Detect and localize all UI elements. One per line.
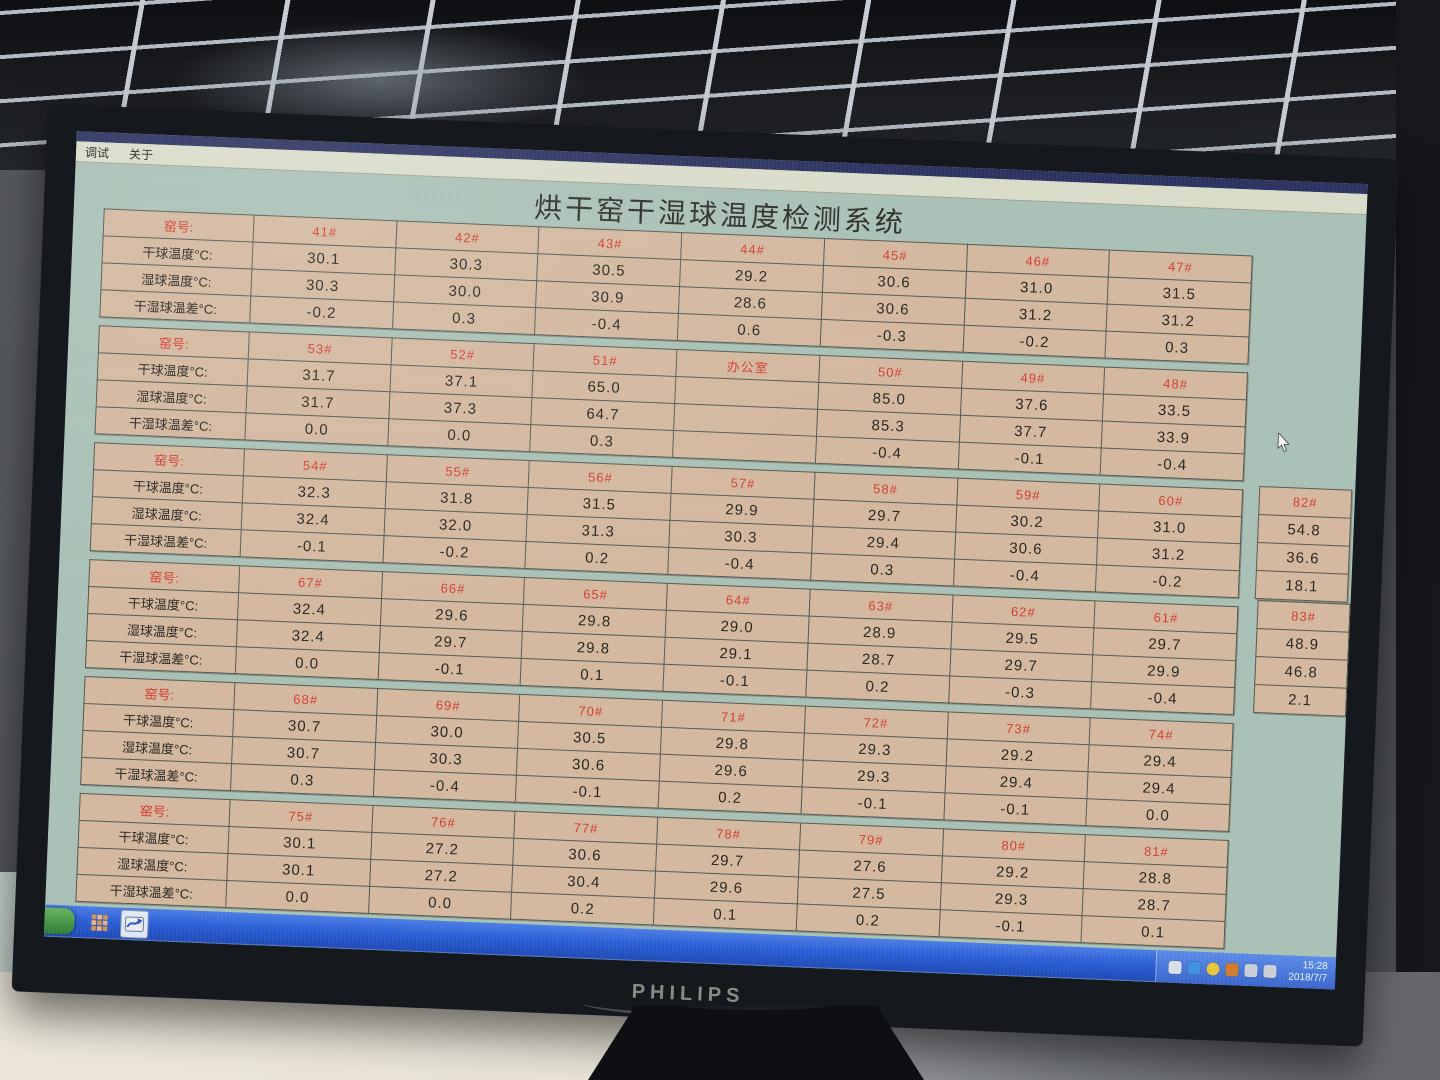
network-icon[interactable] bbox=[1168, 960, 1182, 974]
clock-date: 2018/7/7 bbox=[1288, 971, 1328, 985]
temp-value: 0.3 bbox=[392, 301, 536, 335]
temp-value: -0.3 bbox=[820, 319, 964, 353]
temp-value: 48.9 bbox=[1255, 628, 1349, 661]
temp-value: 0.1 bbox=[653, 898, 798, 931]
temp-value: 0.2 bbox=[658, 781, 802, 814]
temp-value: -0.4 bbox=[1090, 681, 1235, 715]
update-icon[interactable] bbox=[1206, 961, 1220, 976]
mouse-cursor-icon bbox=[1277, 432, 1290, 453]
temp-value: 0.0 bbox=[1086, 798, 1230, 832]
temp-value: -0.1 bbox=[663, 664, 807, 698]
temp-value: -0.1 bbox=[957, 442, 1102, 475]
taskbar-clock[interactable]: 15:28 2018/7/7 bbox=[1288, 960, 1328, 986]
temp-value: -0.2 bbox=[382, 535, 527, 569]
temp-value: 0.1 bbox=[1081, 915, 1225, 949]
system-tray: 15:28 2018/7/7 bbox=[1154, 950, 1337, 990]
menu-item-debug[interactable]: 调试 bbox=[84, 145, 110, 161]
temp-value: -0.4 bbox=[373, 769, 517, 803]
temp-value: 0.1 bbox=[520, 658, 665, 692]
temp-value: 0.0 bbox=[225, 880, 370, 914]
temp-value: -0.1 bbox=[515, 775, 660, 809]
grid-app-icon[interactable] bbox=[86, 909, 113, 936]
temp-value: 0.3 bbox=[810, 553, 955, 587]
antivirus-icon[interactable] bbox=[1187, 960, 1201, 975]
temp-value: -0.4 bbox=[1100, 447, 1245, 481]
temp-value: 0.2 bbox=[525, 541, 669, 575]
temp-value: -0.1 bbox=[377, 652, 522, 686]
temp-value: 0.0 bbox=[235, 646, 379, 680]
temp-value: 0.3 bbox=[1105, 331, 1249, 364]
volume-icon[interactable] bbox=[1244, 963, 1258, 977]
temp-value: -0.3 bbox=[948, 675, 1092, 709]
temp-value: -0.1 bbox=[800, 786, 945, 820]
temp-value: -0.4 bbox=[815, 436, 959, 470]
temp-value: -0.1 bbox=[240, 529, 384, 563]
temp-value: 0.3 bbox=[530, 424, 674, 458]
temp-row-label: 干湿球温差°C: bbox=[85, 640, 237, 674]
temp-row-label: 干湿球温差°C: bbox=[99, 289, 251, 323]
temp-value: 0.2 bbox=[796, 903, 940, 937]
kiln-number: 83# bbox=[1257, 600, 1351, 633]
temp-row-label: 干湿球温差°C: bbox=[80, 757, 232, 791]
temp-value: 36.6 bbox=[1256, 542, 1350, 575]
app-tray-icon[interactable] bbox=[1225, 962, 1239, 977]
screen: 调试 关于 烘干窑干湿球温度检测系统 窑号: 41# 42# 43# 44# 45# 46#… bbox=[43, 131, 1368, 990]
temp-value: 0.0 bbox=[368, 886, 512, 920]
temp-value: -0.1 bbox=[943, 792, 1088, 826]
temp-value: 54.8 bbox=[1257, 514, 1351, 547]
wall-right bbox=[1396, 0, 1440, 985]
taskbar[interactable]: 15:28 2018/7/7 bbox=[43, 904, 1337, 990]
temp-value: -0.4 bbox=[667, 547, 812, 581]
temp-value: 0.0 bbox=[387, 418, 532, 452]
side-table-82: 82# 54.8 36.6 18.1 bbox=[1255, 486, 1353, 603]
menu-item-about[interactable]: 关于 bbox=[128, 146, 154, 162]
temp-value: -0.4 bbox=[534, 307, 679, 341]
temp-value: 18.1 bbox=[1255, 570, 1349, 603]
kiln-number: 82# bbox=[1258, 486, 1352, 519]
temp-value: 0.2 bbox=[805, 670, 950, 703]
temp-row-label: 干湿球温差°C: bbox=[95, 406, 247, 440]
side-table-83: 83# 48.9 46.8 2.1 bbox=[1253, 600, 1351, 717]
temp-value: 0.6 bbox=[677, 313, 822, 347]
temp-value: 46.8 bbox=[1254, 656, 1348, 689]
monitor: 调试 关于 烘干窑干湿球温度检测系统 窑号: 41# 42# 43# 44# 45# 46#… bbox=[11, 104, 1399, 1047]
temp-value: 0.2 bbox=[510, 892, 655, 926]
temp-value bbox=[672, 430, 817, 464]
speaker-icon[interactable] bbox=[1263, 964, 1277, 978]
temp-value: 0.0 bbox=[244, 412, 389, 446]
temp-row-label: 干湿球温差°C: bbox=[90, 523, 242, 557]
temp-value: -0.1 bbox=[938, 909, 1083, 943]
app-window: 烘干窑干湿球温度检测系统 窑号: 41# 42# 43# 44# 45# 46# 47# 干球温… bbox=[45, 161, 1366, 957]
temp-value: -0.2 bbox=[249, 295, 394, 329]
temp-value: -0.2 bbox=[1095, 564, 1240, 598]
start-button[interactable] bbox=[43, 907, 76, 935]
temp-value: 0.3 bbox=[230, 763, 375, 797]
temp-value: -0.2 bbox=[962, 325, 1107, 359]
monitor-stand bbox=[588, 1006, 924, 1080]
temp-row-label: 干湿球温差°C: bbox=[75, 874, 227, 908]
kiln-tables: 窑号: 41# 42# 43# 44# 45# 46# 47# 干球温度°C: 30.1 30.3 3… bbox=[75, 208, 1253, 957]
temp-value: 2.1 bbox=[1253, 684, 1347, 717]
hmi-app-icon[interactable] bbox=[119, 909, 150, 939]
temp-value: -0.4 bbox=[953, 559, 1097, 592]
